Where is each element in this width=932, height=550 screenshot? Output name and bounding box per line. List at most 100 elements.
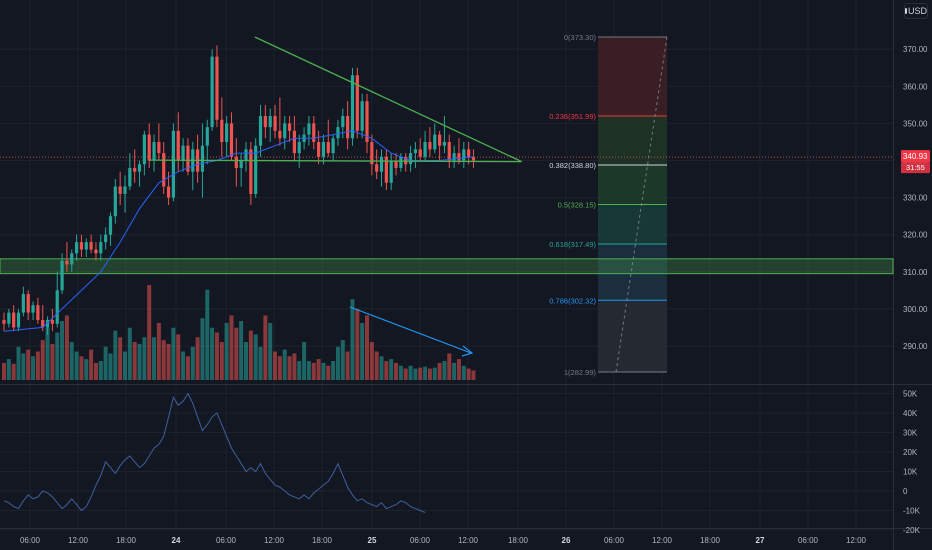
candle-body [171,130,175,198]
candle [254,138,258,198]
volume-bar [316,359,321,380]
candle [413,141,417,168]
volume-bar [268,323,273,380]
candle [128,153,132,191]
volume-bar [113,330,118,380]
volume-bar [84,359,89,380]
time-tick-label: 18:00 [508,536,529,545]
volume-bar [156,323,161,380]
candle-body [137,164,142,172]
candle-body [312,123,316,142]
candle-body [268,116,272,128]
volume-bar [26,349,31,380]
fib-zone [598,116,667,165]
price-tick-label: 330.00 [903,194,928,203]
volume-bar [432,367,437,380]
oscillator-tick-label: 50K [903,390,918,399]
volume-bar [185,356,190,380]
support-zone [0,258,894,275]
currency-selector[interactable]: USD [904,3,928,19]
volume-bar [384,361,389,380]
candle [108,212,113,246]
volume-bar [224,323,229,380]
candle [133,149,137,183]
candle-body [452,153,456,161]
time-tick-label: 12:00 [68,536,89,545]
time-tick-label: 24 [172,536,181,545]
oscillator-tick-label: 40K [903,409,918,418]
volume-bar [447,353,452,380]
candle [55,271,59,328]
candle-body [113,186,117,217]
fib-zone [598,204,667,245]
oscillator-tick-label: -10K [903,507,921,516]
candle-body [65,260,69,265]
time-tick-label: 18:00 [700,536,721,545]
price-tick-label: 300.00 [903,305,928,314]
volume-bar [418,367,423,380]
volume-bar [103,346,108,380]
candle-body [108,216,113,235]
candle [457,138,461,165]
volume-bar [166,343,171,380]
volume-bar [282,349,287,380]
volume-bar [403,368,408,380]
candle [60,253,64,295]
time-tick-label: 06:00 [410,536,431,545]
volume-bar [219,342,224,380]
fib-level-label: 0.382(338.80) [549,161,596,170]
candle [428,127,432,157]
candle-body [94,249,98,254]
volume-bar [210,327,215,380]
volume-bar [98,361,103,380]
time-tick-label: 06:00 [604,536,625,545]
volume-bar [292,353,297,380]
volume-bar [379,356,384,380]
candle [171,123,175,202]
time-tick-label: 06:00 [20,536,41,545]
candle-body [258,116,263,146]
fib-level-label: 0(373.30) [564,33,597,42]
candle [215,45,219,128]
candle-body [176,130,180,161]
fib-zone [598,37,667,117]
candle [370,134,374,176]
candle-body [225,123,229,142]
volume-bar [11,363,16,380]
candle-body [12,312,16,328]
volume-bar [31,356,36,380]
candle-body [331,138,335,154]
candle-body [350,75,355,139]
time-tick-label: 12:00 [846,536,867,545]
candle-body [200,145,205,172]
candle-body [418,149,422,157]
candle [244,141,248,172]
candle [268,108,272,142]
candle [89,234,93,254]
candle [249,141,253,206]
candle [196,134,200,183]
candle-body [287,123,292,131]
candle [94,242,98,261]
candle-body [462,149,466,161]
candle-body [128,167,132,187]
candle [70,249,74,272]
volume-bar [374,351,379,380]
candle [336,119,340,146]
candle-body [394,160,398,168]
candle-body [205,127,209,146]
candle [137,160,142,187]
volume-bar [306,361,311,380]
price-tick-label: 350.00 [903,119,928,128]
candle [408,145,413,172]
fib-level-label: 0.236(351.99) [549,112,596,121]
candle [379,149,384,187]
candle [389,153,393,191]
candle-body [26,294,30,313]
candle [79,234,84,257]
candle-body [104,234,108,243]
candle [16,308,21,332]
arrow-head [461,345,474,357]
candle-body [467,149,471,157]
